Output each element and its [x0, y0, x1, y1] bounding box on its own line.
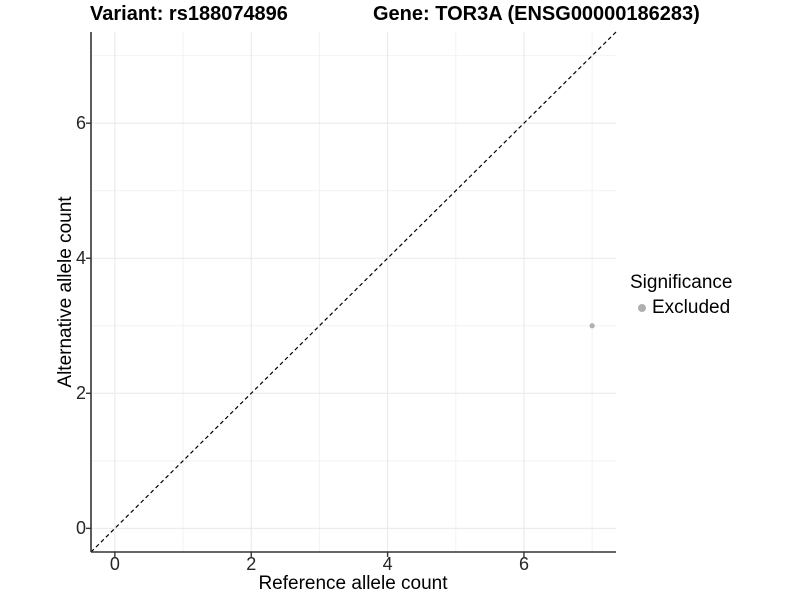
identity-line: [90, 31, 617, 553]
x-tick-label: 0: [109, 554, 120, 574]
legend-item-excluded: Excluded: [630, 296, 732, 319]
x-tick-label: 4: [382, 554, 393, 574]
legend-title: Significance: [630, 272, 733, 293]
x-axis-title: Reference allele count: [258, 573, 448, 594]
y-tick-label: 2: [75, 383, 86, 404]
legend: Significance Excluded: [630, 271, 732, 319]
x-tick-label: 6: [518, 554, 529, 574]
y-tick-label: 4: [75, 248, 86, 269]
plot-title-variant: Variant: rs188074896: [90, 3, 288, 25]
y-tick-label: 0: [75, 518, 86, 539]
x-tick-label: 2: [246, 554, 257, 574]
y-tick-label: 6: [75, 113, 86, 134]
plot-title-gene: Gene: TOR3A (ENSG00000186283): [373, 3, 700, 25]
legend-item-label: Excluded: [652, 297, 731, 318]
legend-key-dot-icon: [638, 303, 646, 312]
y-axis-title: Alternative allele count: [55, 196, 76, 388]
data-point: [589, 323, 595, 329]
